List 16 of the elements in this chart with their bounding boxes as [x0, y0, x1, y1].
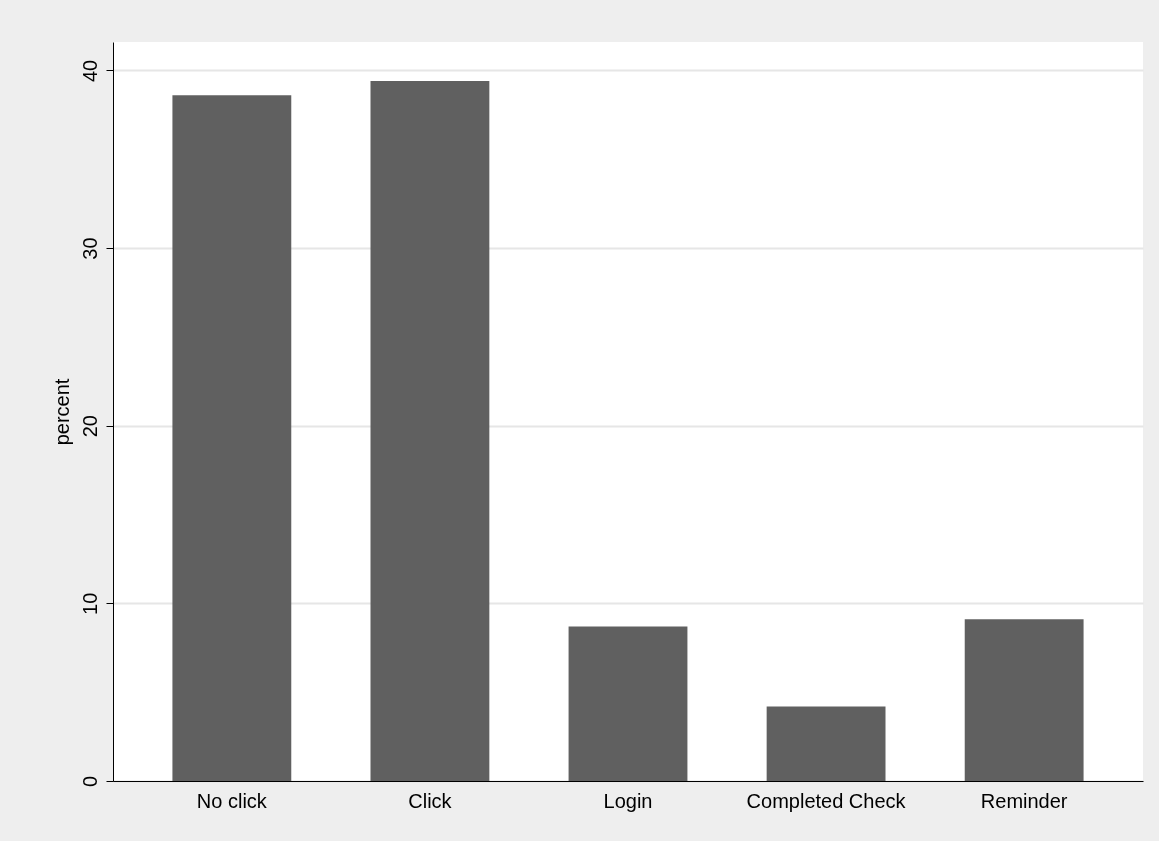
y-tick-label: 20: [78, 415, 101, 438]
y-tick-label: 40: [78, 59, 101, 83]
bar: [766, 706, 886, 781]
y-tick-label: 10: [78, 592, 101, 615]
y-axis-title: percent: [50, 378, 73, 446]
x-tick-label: Login: [603, 789, 653, 812]
bar: [172, 95, 292, 781]
bar: [568, 626, 688, 781]
x-tick-label: Completed Check: [746, 789, 907, 812]
bar: [370, 81, 490, 781]
x-tick-label: No click: [196, 789, 268, 812]
y-tick-label: 30: [78, 237, 101, 260]
bar: [964, 619, 1084, 781]
x-tick-label: Reminder: [980, 789, 1068, 812]
y-tick-label: 0: [78, 775, 101, 788]
x-tick-label: Click: [408, 789, 453, 812]
